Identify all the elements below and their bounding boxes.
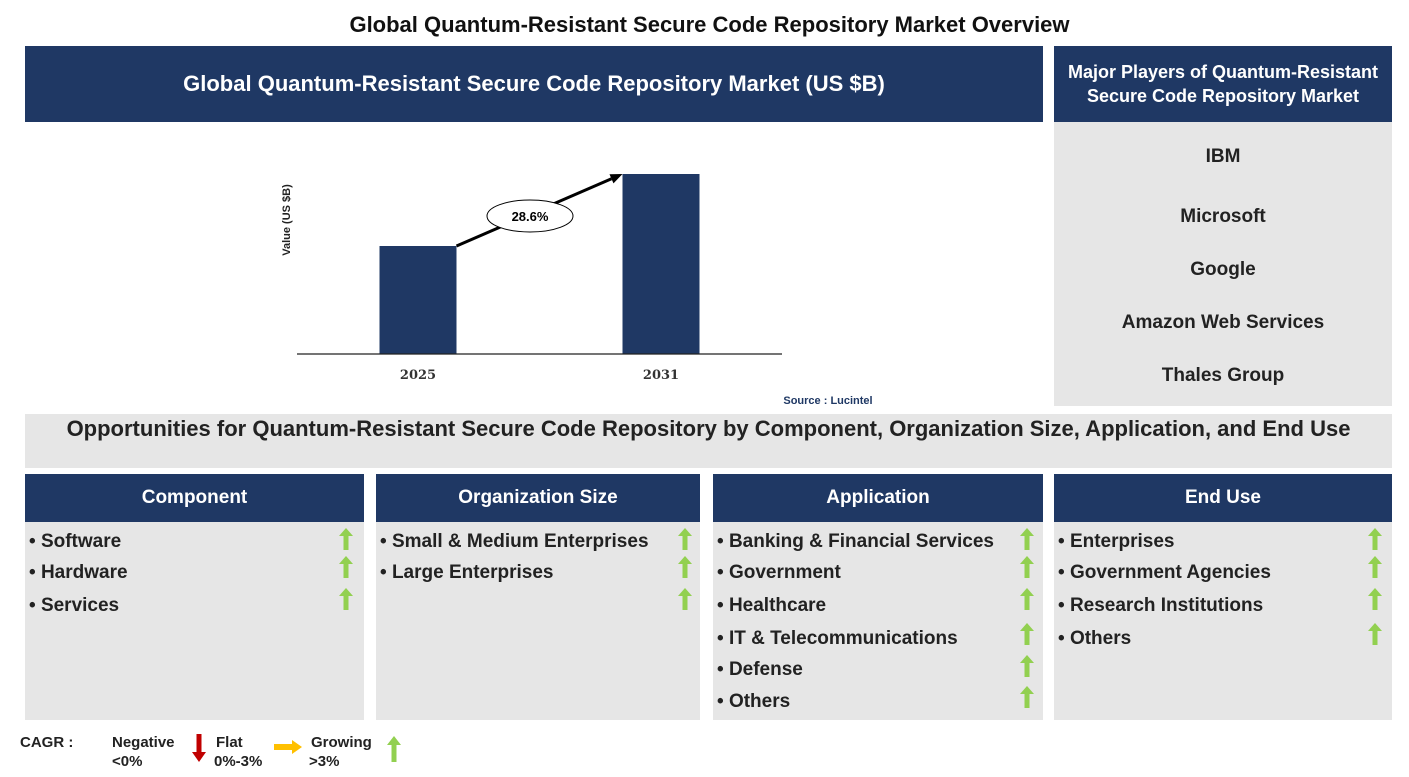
legend-cagr-label: CAGR : <box>20 734 74 751</box>
segment-item: • Large Enterprises <box>380 562 554 583</box>
segment-panel-end-use: • Enterprises • Government Agencies • Re… <box>1054 522 1392 720</box>
growing-arrow-icon <box>678 556 692 578</box>
growing-arrow-icon <box>1020 655 1034 677</box>
market-bar-chart: Value (US $B) 2025 2031 28.6% Source : Lu… <box>281 174 873 407</box>
player-item: IBM <box>1205 146 1241 167</box>
legend-growing-range: >3% <box>309 753 340 770</box>
legend-flat-range: 0%-3% <box>214 753 263 770</box>
segment-panel-component: • Software • Hardware • Services <box>25 522 364 720</box>
player-item: Amazon Web Services <box>1121 312 1325 333</box>
legend-negative-range: <0% <box>112 753 143 770</box>
segment-item: • Others <box>717 691 791 712</box>
growing-arrow-icon <box>1368 623 1382 645</box>
down-arrow-icon <box>192 734 206 762</box>
segment-item: • Government <box>717 562 841 583</box>
segment-item: • Defense <box>717 659 803 680</box>
segment-item: • IT & Telecommunications <box>717 628 958 649</box>
growing-arrow-icon <box>387 736 401 762</box>
bar-2025 <box>379 246 457 354</box>
legend-flat-label: Flat <box>216 734 243 751</box>
growing-arrow-icon <box>1020 528 1034 550</box>
segment-header-end-use: End Use <box>1054 474 1392 522</box>
segment-item: • Banking & Financial Services <box>717 531 994 552</box>
players-header: Major Players of Quantum-Resistant Secur… <box>1054 46 1392 122</box>
segment-item: • Healthcare <box>717 595 827 616</box>
segment-item: • Small & Medium Enterprises <box>380 531 649 552</box>
growing-arrow-icon <box>339 588 353 610</box>
legend-negative-label: Negative <box>112 734 175 751</box>
x-tick-label: 2025 <box>400 368 436 383</box>
cagr-legend: CAGR : Negative <0% Flat 0%-3% Growing >… <box>20 732 440 774</box>
legend-growing-label: Growing <box>311 734 372 751</box>
segment-item: • Government Agencies <box>1058 562 1271 583</box>
segment-item: • Research Institutions <box>1058 595 1264 616</box>
segment-item: • Enterprises <box>1058 531 1175 552</box>
growing-arrow-icon <box>1368 556 1382 578</box>
growing-arrow-icon <box>1020 623 1034 645</box>
growing-arrow-icon <box>1020 588 1034 610</box>
players-panel: IBM Microsoft Google Amazon Web Services… <box>1054 122 1392 406</box>
segment-item: • Others <box>1058 628 1132 649</box>
player-item: Thales Group <box>1161 365 1285 386</box>
segment-header-application: Application <box>713 474 1043 522</box>
chart-source: Source : Lucintel <box>783 395 872 407</box>
player-item: Microsoft <box>1180 206 1266 227</box>
page-title: Global Quantum-Resistant Secure Code Rep… <box>349 12 1070 37</box>
segment-item: • Software <box>29 531 122 552</box>
flat-arrow-icon <box>274 740 302 754</box>
y-axis-label: Value (US $B) <box>281 184 293 256</box>
segment-panel-application: • Banking & Financial Services • Governm… <box>713 522 1043 720</box>
growing-arrow-icon <box>339 528 353 550</box>
growing-arrow-icon <box>1368 588 1382 610</box>
cagr-bubble <box>486 199 574 233</box>
segment-header-component: Component <box>25 474 364 522</box>
market-chart-header: Global Quantum-Resistant Secure Code Rep… <box>25 46 1043 122</box>
growth-arrow-head <box>609 174 623 184</box>
growing-arrow-icon <box>339 556 353 578</box>
bar-2031 <box>622 174 700 354</box>
segment-header-organization-size: Organization Size <box>376 474 700 522</box>
growing-arrow-icon <box>678 528 692 550</box>
x-tick-label: 2031 <box>643 368 679 383</box>
growing-arrow-icon <box>1368 528 1382 550</box>
opportunities-banner: Opportunities for Quantum-Resistant Secu… <box>25 414 1392 468</box>
player-item: Google <box>1190 259 1256 280</box>
cagr-label: 28.6% <box>512 209 549 224</box>
growing-arrow-icon <box>1020 556 1034 578</box>
growing-arrow-icon <box>1020 686 1034 708</box>
growing-arrow-icon <box>678 588 692 610</box>
segment-item: • Services <box>29 595 120 616</box>
segment-panel-organization-size: • Small & Medium Enterprises • Large Ent… <box>376 522 700 720</box>
segment-item: • Hardware <box>29 562 128 583</box>
